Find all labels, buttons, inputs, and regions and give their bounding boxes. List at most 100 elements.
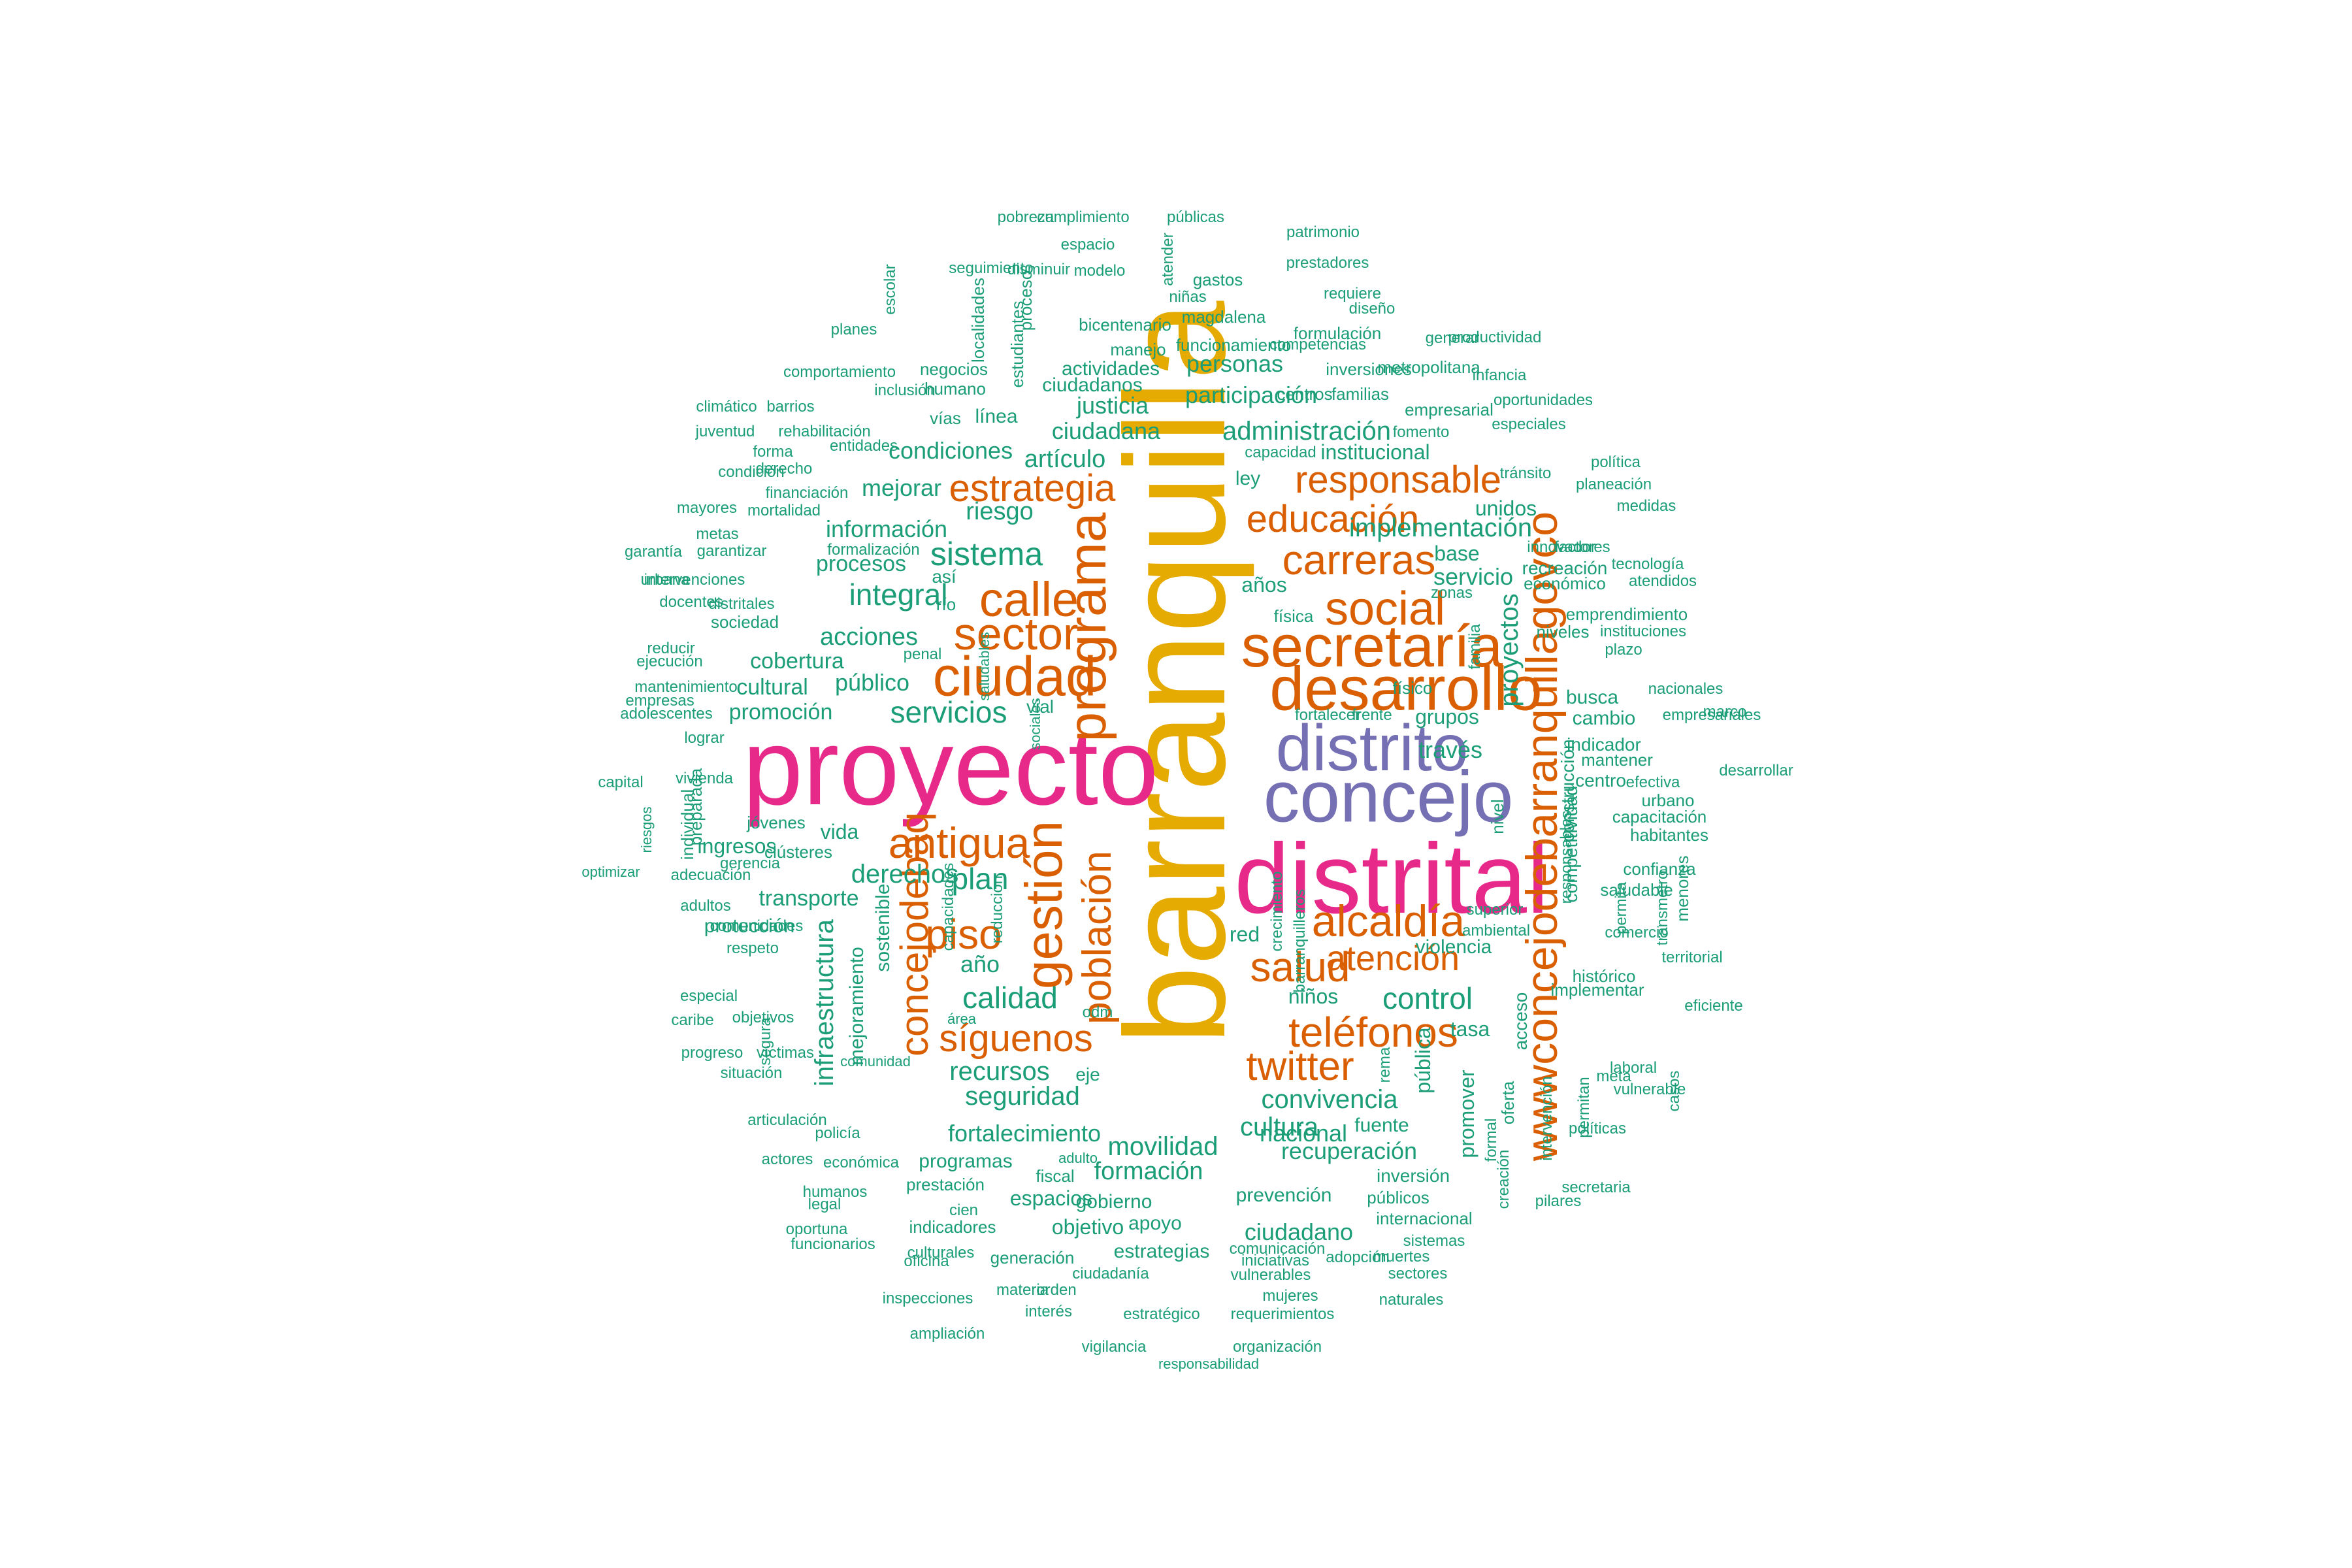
word-adultos: adultos [680,897,731,915]
word-línea: línea [975,406,1018,427]
word-confianza: confianza [1623,859,1696,879]
word-mejorar: mejorar [861,474,942,501]
word-condiciones: condiciones [888,437,1013,464]
word-diseño: diseño [1348,300,1396,318]
word-odm: odm [1082,1004,1113,1021]
word-riesgos: riesgos [638,806,655,853]
word-rema: rema [1376,1047,1394,1083]
word-atención: atención [1326,939,1460,978]
word-prestadores: prestadores [1286,254,1369,272]
word-patrimonio: patrimonio [1286,223,1360,241]
word-desarrollar: desarrollar [1719,762,1793,779]
word-programas: programas [919,1151,1013,1172]
word-educación: educación [1246,498,1420,540]
word-requerimientos: requerimientos [1230,1305,1335,1323]
word-infraestructura: infraestructura [810,919,839,1086]
word-fortalecimiento: fortalecimiento [947,1120,1102,1147]
word-adulto: adulto [1058,1150,1098,1166]
word-vial: vial [1026,696,1054,717]
word-políticas: políticas [1568,1120,1627,1137]
word-instituciones: instituciones [1599,623,1687,640]
word-saludables: saludables [976,632,992,701]
word-requiere: requiere [1323,285,1382,302]
word-comportamiento: comportamiento [783,363,896,381]
word-niveles: niveles [1536,622,1590,642]
word-caribe: caribe [671,1011,714,1029]
word-ingresos: ingresos [697,834,777,858]
word-atender: atender [1159,233,1177,286]
word-climático: climático [696,398,757,416]
word-ciudadano: ciudadano [1244,1218,1354,1245]
word-tasa: tasa [1450,1017,1490,1041]
word-proyectos: proyectos [1495,593,1524,707]
word-planeación: planeación [1575,476,1652,493]
word-intervenciones: intervenciones [644,571,745,589]
word-gobierno: gobierno [1075,1191,1152,1213]
word-antigua: antigua [888,819,1030,867]
word-centros: centros [1277,384,1333,404]
word-menores: menores [1673,855,1692,922]
word-mortalidad: mortalidad [747,502,821,519]
word-público: público [834,669,910,696]
word-magdalena: magdalena [1181,307,1266,327]
word-información: información [825,515,948,542]
word-capacidad: capacidad [1245,444,1316,461]
word-vulnerable: vulnerable [1613,1081,1686,1098]
word-manejo: manejo [1110,340,1166,359]
word-síguenos: síguenos [939,1017,1093,1060]
word-culturales: culturales [907,1244,975,1262]
word-metas: metas [696,525,739,543]
word-entidades: entidades [829,437,898,455]
word-salud: salud [1250,943,1350,990]
word-escolar: escolar [881,264,899,315]
word-nacionales: nacionales [1648,680,1723,698]
word-mujeres: mujeres [1262,1287,1318,1305]
word-mejoramiento: mejoramiento [846,947,868,1066]
word-estrategia: estrategia [949,467,1116,510]
word-acciones: acciones [820,623,918,651]
word-derecho: derecho [755,460,813,478]
word-funcionarios: funcionarios [791,1235,875,1253]
word-optimizar: optimizar [581,864,640,880]
word-población: población [1075,851,1120,1024]
word-promover: promover [1455,1070,1478,1158]
word-personas: personas [1186,350,1284,377]
word-formalización: formalización [827,541,920,559]
word-garantía: garantía [624,543,683,561]
word-adecuación: adecuación [670,866,751,884]
word-vida: vida [820,820,859,843]
word-financiación: financiación [765,484,849,502]
word-planes: planes [830,321,877,338]
word-formulación: formulación [1293,323,1382,343]
word-espacios: espacios [1009,1186,1093,1210]
word-así: así [932,566,956,587]
word-empresas: empresas [625,692,694,710]
word-negocios: negocios [919,359,988,379]
word-cultural: cultural [736,675,808,700]
word-violencia: violencia [1415,936,1492,958]
word-ley: ley [1235,468,1261,489]
word-servicios: servicios [890,695,1007,729]
word-grupos: grupos [1415,705,1479,728]
word-capital: capital [598,774,644,791]
word-base: base [1434,542,1480,565]
word-urbano: urbano [1641,791,1695,810]
word-teléfonos: teléfonos [1288,1009,1458,1056]
word-inversión: inversión [1376,1166,1450,1186]
word-apoyo: apoyo [1128,1213,1182,1234]
word-sostenible: sostenible [872,883,894,972]
word-concejo: concejo [1263,756,1514,838]
word-social: social [1324,583,1446,635]
word-sistema: sistema [930,536,1043,572]
word-vías: vías [930,408,961,428]
word-factores: factores [1554,538,1610,556]
word-comunicación: comunicación [1229,1240,1326,1258]
word-especiales: especiales [1492,416,1566,433]
word-zonas: zonas [1430,584,1473,602]
word-control: control [1382,981,1473,1015]
word-ciudadana: ciudadana [1051,417,1161,444]
word-respeto: respeto [726,939,779,957]
word-movilidad: movilidad [1107,1132,1218,1161]
word-reducir: reducir [647,640,695,657]
word-adolescentes: adolescentes [620,705,713,723]
